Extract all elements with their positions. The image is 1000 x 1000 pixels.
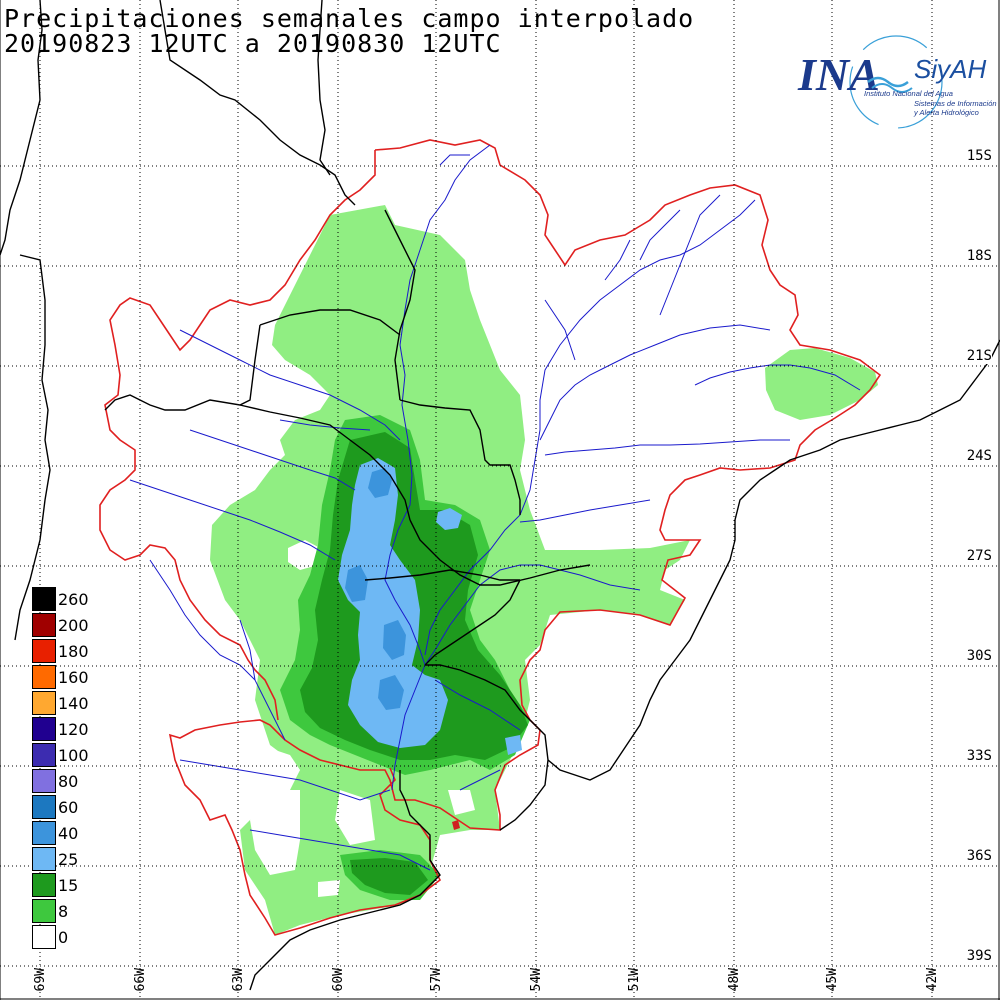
lon-label: 51W [627, 968, 642, 992]
legend-swatch [32, 639, 56, 663]
legend-label: 80 [58, 772, 79, 791]
lat-label: 33S [966, 748, 992, 764]
legend-label: 120 [58, 720, 89, 739]
precip-field-180mm [452, 820, 460, 830]
legend-label: 200 [58, 616, 89, 635]
lon-label: 69W [33, 968, 48, 992]
logo-siyah-text: SiyAH [914, 54, 986, 84]
legend-swatch [32, 691, 56, 715]
legend-label: 160 [58, 668, 89, 687]
lat-label: 24S [966, 448, 992, 464]
precip-field-0mm-holes [230, 540, 475, 897]
legend-swatch [32, 925, 56, 949]
legend-label: 100 [58, 746, 89, 765]
basin-outline [99, 139, 882, 936]
legend-label: 260 [58, 590, 89, 609]
legend-swatch [32, 665, 56, 689]
lon-label: 63W [231, 968, 246, 992]
legend-swatch [32, 587, 56, 611]
lon-label: 54W [529, 968, 544, 992]
map-date-range: 20190823 12UTC a 20190830 12UTC [4, 29, 502, 58]
map-title: Precipitaciones semanales campo interpol… [4, 4, 695, 33]
precip-field-40mm [345, 468, 406, 710]
legend-swatch [32, 873, 56, 897]
legend-swatch [32, 613, 56, 637]
logo-ina-text: INA [797, 49, 880, 100]
lat-label: 39S [966, 948, 992, 964]
lon-label: 45W [825, 968, 840, 992]
lon-label: 57W [429, 968, 444, 992]
legend-swatch [32, 847, 56, 871]
lon-label: 66W [133, 968, 148, 992]
legend-swatch [32, 743, 56, 767]
legend-label: 8 [58, 902, 69, 921]
logo-tagline-2: y Alerta Hidrológico [913, 108, 979, 117]
legend-label: 180 [58, 642, 89, 661]
legend-swatch [32, 717, 56, 741]
legend-label: 25 [58, 850, 79, 869]
rivers [129, 144, 861, 871]
legend-swatch [32, 795, 56, 819]
legend-label: 40 [58, 824, 79, 843]
lat-label: 15S [966, 148, 992, 164]
legend-label: 15 [58, 876, 79, 895]
legend-label: 60 [58, 798, 79, 817]
lat-label: 30S [966, 648, 992, 664]
lon-label: 48W [727, 968, 742, 992]
lat-label: 27S [966, 548, 992, 564]
lat-label: 36S [966, 848, 992, 864]
ina-siyah-logo: INA SiyAH Instituto Nacional del Agua Si… [797, 35, 997, 129]
lon-label: 60W [331, 968, 346, 992]
lon-label: 42W [925, 968, 940, 992]
legend-label: 140 [58, 694, 89, 713]
logo-subtitle: Instituto Nacional del Agua [864, 89, 953, 98]
legend-swatch [32, 821, 56, 845]
legend-swatch [32, 769, 56, 793]
logo-tagline-1: Sistemas de Información [914, 99, 997, 108]
legend-label: 0 [58, 928, 69, 947]
lat-label: 21S [966, 348, 992, 364]
lat-label: 18S [966, 248, 992, 264]
precip-field-8mm [210, 205, 878, 935]
legend-swatch [32, 899, 56, 923]
